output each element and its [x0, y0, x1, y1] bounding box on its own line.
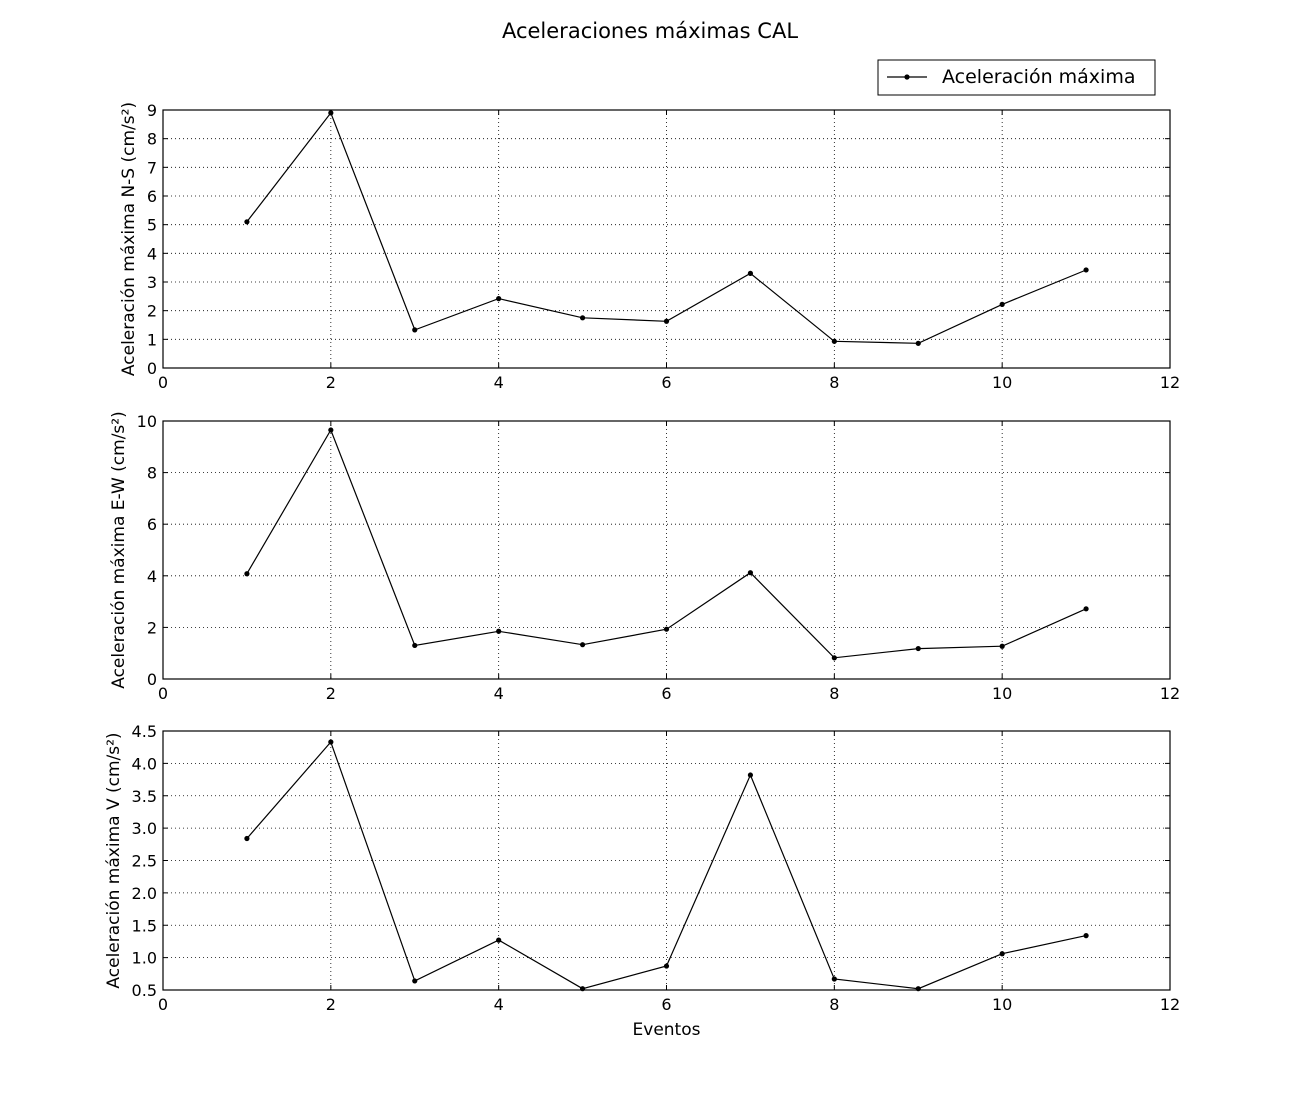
- y-axis-label: Aceleración máxima E-W (cm/s²): [109, 411, 129, 689]
- data-point: [1083, 267, 1089, 273]
- data-point: [747, 270, 754, 276]
- data-point: [412, 642, 418, 649]
- x-axis-label: Eventos: [633, 1020, 701, 1040]
- y-tick-label: 3: [147, 273, 157, 292]
- legend-marker-sample: [904, 74, 910, 80]
- y-tick-label: 5: [147, 216, 157, 235]
- x-tick-label: 4: [494, 373, 504, 392]
- x-tick-label: 2: [326, 373, 336, 392]
- data-point: [831, 976, 837, 982]
- figure-title: Aceleraciones máximas CAL: [502, 19, 798, 43]
- y-tick-label: 7: [147, 158, 157, 177]
- y-tick-label: 4: [147, 567, 157, 586]
- x-tick-label: 12: [1160, 995, 1180, 1014]
- data-point: [496, 296, 502, 302]
- data-point: [663, 318, 670, 324]
- y-tick-label: 4: [147, 244, 157, 263]
- data-point: [412, 978, 418, 984]
- x-tick-label: 8: [829, 684, 839, 703]
- y-tick-label: 1: [147, 330, 157, 349]
- data-point: [747, 570, 754, 576]
- data-point: [999, 301, 1005, 307]
- x-tick-label: 4: [494, 995, 504, 1014]
- x-tick-label: 10: [992, 373, 1012, 392]
- y-tick-label: 10: [137, 412, 157, 431]
- y-axis-label: Aceleración máxima N-S (cm/s²): [119, 102, 139, 376]
- x-tick-label: 4: [494, 684, 504, 703]
- x-tick-label: 6: [661, 684, 671, 703]
- x-tick-label: 0: [158, 684, 168, 703]
- y-tick-label: 6: [147, 187, 157, 206]
- y-tick-label: 4.0: [132, 754, 157, 773]
- y-axis-label: Aceleración máxima V (cm/s²): [104, 732, 124, 988]
- data-point: [496, 628, 502, 634]
- x-tick-label: 2: [326, 995, 336, 1014]
- x-tick-label: 0: [158, 373, 168, 392]
- y-tick-label: 2.0: [132, 884, 157, 903]
- data-point: [915, 986, 921, 992]
- x-tick-label: 12: [1160, 373, 1180, 392]
- x-tick-label: 0: [158, 995, 168, 1014]
- data-point: [496, 937, 502, 943]
- x-tick-label: 6: [661, 995, 671, 1014]
- data-point: [244, 571, 250, 577]
- data-point: [412, 327, 418, 333]
- y-tick-label: 0.5: [132, 981, 157, 1000]
- data-point: [747, 772, 754, 778]
- y-tick-label: 1.5: [132, 916, 157, 935]
- data-point: [328, 739, 334, 745]
- data-point: [915, 340, 921, 346]
- y-tick-label: 2: [147, 302, 157, 321]
- x-tick-label: 10: [992, 684, 1012, 703]
- y-tick-label: 2: [147, 618, 157, 637]
- y-tick-label: 3.0: [132, 819, 157, 838]
- x-tick-label: 8: [829, 995, 839, 1014]
- data-point: [244, 835, 250, 842]
- y-tick-label: 2.5: [132, 852, 157, 871]
- data-point: [1083, 933, 1089, 939]
- data-point: [999, 951, 1005, 957]
- data-point: [244, 219, 250, 225]
- data-point: [663, 963, 670, 969]
- y-tick-label: 8: [147, 464, 157, 483]
- data-point: [831, 655, 837, 661]
- y-tick-label: 0: [147, 359, 157, 378]
- y-tick-label: 6: [147, 515, 157, 534]
- y-tick-label: 9: [147, 101, 157, 120]
- subplot-v: 0 2 4 6 8 10 12 0.5 1.0 1.5 2.0 2.5 3.0 3.5 4.0 4.5 Acel…: [104, 722, 1180, 1040]
- y-tick-label: 3.5: [132, 787, 157, 806]
- data-point: [579, 642, 586, 648]
- data-point: [663, 626, 670, 632]
- data-point: [328, 110, 334, 116]
- x-tick-label: 12: [1160, 684, 1180, 703]
- y-tick-label: 1.0: [132, 949, 157, 968]
- legend: Aceleración máxima: [877, 59, 1156, 96]
- data-point: [831, 338, 837, 344]
- subplot-ew: 0 2 4 6 8 10 12 0 2 4 6 8 10 Aceleración máxima E-W (…: [109, 411, 1180, 703]
- data-point: [1083, 606, 1089, 612]
- data-point: [915, 645, 921, 652]
- y-tick-label: 4.5: [132, 722, 157, 741]
- legend-label: Aceleración máxima: [942, 66, 1135, 88]
- data-point: [328, 427, 334, 433]
- data-point: [579, 315, 586, 321]
- x-tick-label: 10: [992, 995, 1012, 1014]
- y-tick-label: 0: [147, 670, 157, 689]
- y-tick-label: 8: [147, 130, 157, 149]
- x-tick-label: 6: [661, 373, 671, 392]
- x-tick-label: 2: [326, 684, 336, 703]
- data-point: [999, 643, 1005, 649]
- x-tick-label: 8: [829, 373, 839, 392]
- data-point: [579, 986, 586, 992]
